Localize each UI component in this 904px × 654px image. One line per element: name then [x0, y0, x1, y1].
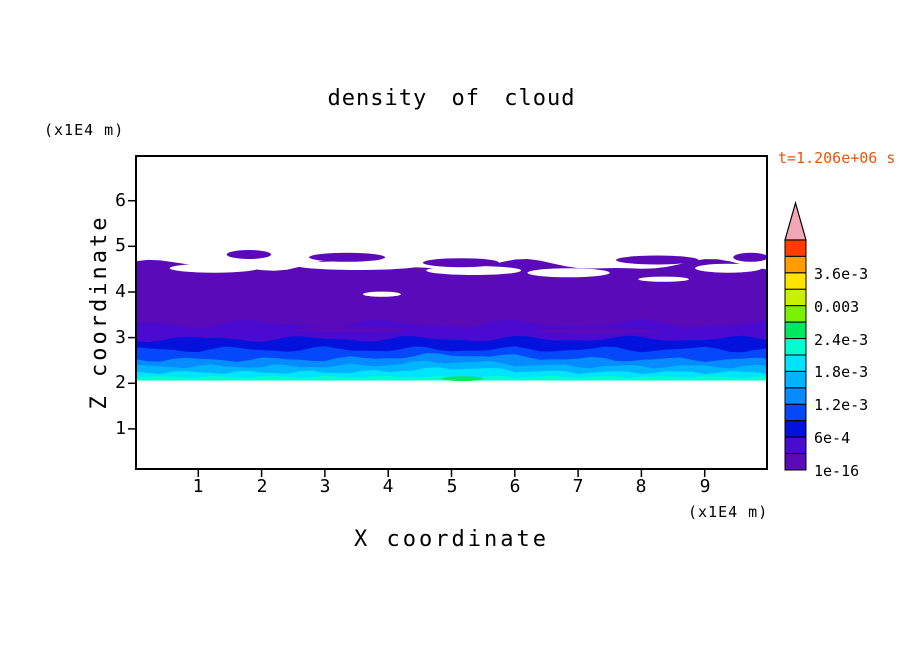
- colorbar-segment: [784, 354, 807, 372]
- colorbar-segment: [784, 321, 807, 339]
- colorbar-segment: [784, 420, 807, 438]
- colorbar-label: 1.2e-3: [814, 396, 869, 414]
- x-tick-label: 8: [635, 476, 647, 497]
- colorbar-label: 1e-16: [814, 462, 860, 480]
- y-axis-unit: (x1E4 m): [44, 121, 125, 139]
- cloud-base-highlight: [442, 376, 484, 382]
- cloud-inner-streak: [533, 328, 661, 334]
- colorbar-label: 1.8e-3: [814, 363, 869, 381]
- plot-frame: [135, 155, 768, 470]
- cloud-top-gap: [296, 261, 420, 270]
- x-tick-label: 6: [509, 476, 521, 497]
- colorbar-label: 0.003: [814, 298, 860, 316]
- colorbar-segment: [784, 387, 807, 405]
- cloud-inner-gap: [362, 291, 401, 297]
- colorbar-segment: [784, 403, 807, 422]
- x-axis-label: X coordinate: [354, 527, 549, 552]
- x-tick-label: 4: [382, 476, 394, 497]
- cloud-top-gap: [426, 266, 522, 275]
- x-tick-label: 9: [699, 476, 711, 497]
- x-tick-label: 1: [192, 476, 204, 497]
- cloud-inner-gap: [638, 276, 689, 282]
- x-tick-label: 5: [446, 476, 458, 497]
- colorbar-segment: [784, 272, 807, 290]
- colorbar-segment: [784, 453, 807, 471]
- colorbar-segment: [784, 436, 807, 455]
- colorbar-segment: [784, 255, 807, 274]
- cloud-top-island: [423, 258, 499, 268]
- colorbar-segment: [784, 338, 807, 356]
- cloud-top-island: [733, 252, 768, 262]
- y-tick-label: 5: [115, 235, 126, 256]
- cloud-top-island: [226, 250, 272, 259]
- y-tick-label: 4: [115, 281, 126, 302]
- x-tick-label: 2: [256, 476, 268, 497]
- colorbar-segment: [784, 288, 807, 307]
- colorbar-arrow: [784, 200, 807, 241]
- x-tick-label: 3: [319, 476, 331, 497]
- y-tick-label: 1: [115, 418, 126, 439]
- colorbar-segment: [784, 370, 807, 389]
- cloud-top-island: [616, 255, 699, 265]
- colorbar-label: 6e-4: [814, 429, 851, 447]
- time-annotation: t=1.206e+06 s: [778, 149, 896, 167]
- cloud-top-gap: [527, 268, 610, 278]
- colorbar-segment: [784, 305, 807, 323]
- cloud-top-island: [309, 252, 386, 262]
- cloud-inner-streak: [293, 327, 408, 333]
- x-axis-unit: (x1E4 m): [688, 503, 769, 521]
- cloud-top-gap: [169, 263, 259, 273]
- y-tick-label: 3: [115, 327, 126, 348]
- colorbar-label: 3.6e-3: [814, 265, 869, 283]
- contour-plot-area: [128, 155, 768, 477]
- colorbar-segment: [784, 239, 807, 257]
- cloud-top-gap: [695, 263, 762, 273]
- y-tick-label: 6: [115, 190, 126, 211]
- y-tick-label: 2: [115, 372, 126, 393]
- colorbar-label: 2.4e-3: [814, 331, 869, 349]
- colorbar: [784, 200, 808, 472]
- plot-title: density of cloud: [327, 86, 576, 111]
- x-tick-label: 7: [572, 476, 584, 497]
